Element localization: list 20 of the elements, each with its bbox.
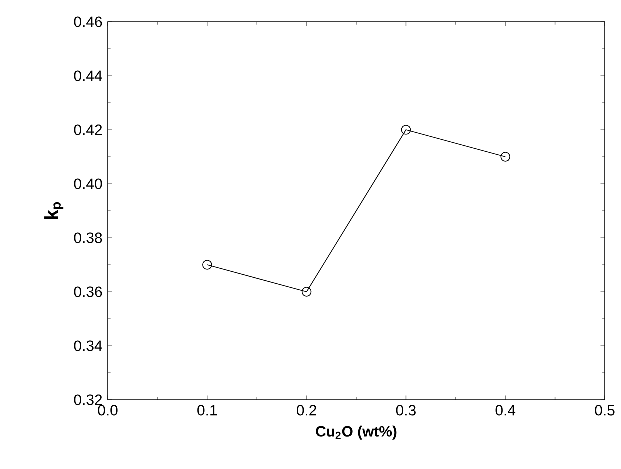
point: [202, 260, 212, 270]
y-tick-label: 0.46: [74, 16, 102, 28]
x-tick-label: 0.2: [296, 405, 316, 416]
x-tick-label: 0.1: [198, 405, 218, 416]
point: [500, 152, 510, 162]
y-tick-label: 0.42: [74, 124, 102, 136]
x-tick-label: 0.3: [396, 405, 416, 416]
x-tick-label: 0.4: [496, 405, 516, 416]
x-tick-label: 0.5: [595, 405, 615, 416]
y-axis-title: k$_{p}$: [44, 202, 64, 220]
x-axis-title: Cu$_{2}$O (wt%): [316, 426, 397, 440]
point: [401, 125, 412, 135]
y-tick-label: 0.38: [74, 232, 102, 244]
y-tick-label: 0.44: [74, 70, 102, 82]
x-tick-label: 0.0: [98, 405, 118, 416]
point: [302, 287, 312, 297]
y-tick-label: 0.34: [74, 340, 102, 352]
y-tick-label: 0.32: [74, 394, 102, 406]
y-tick-label: 0.36: [74, 286, 102, 298]
y-tick-label: 0.40: [74, 178, 102, 190]
